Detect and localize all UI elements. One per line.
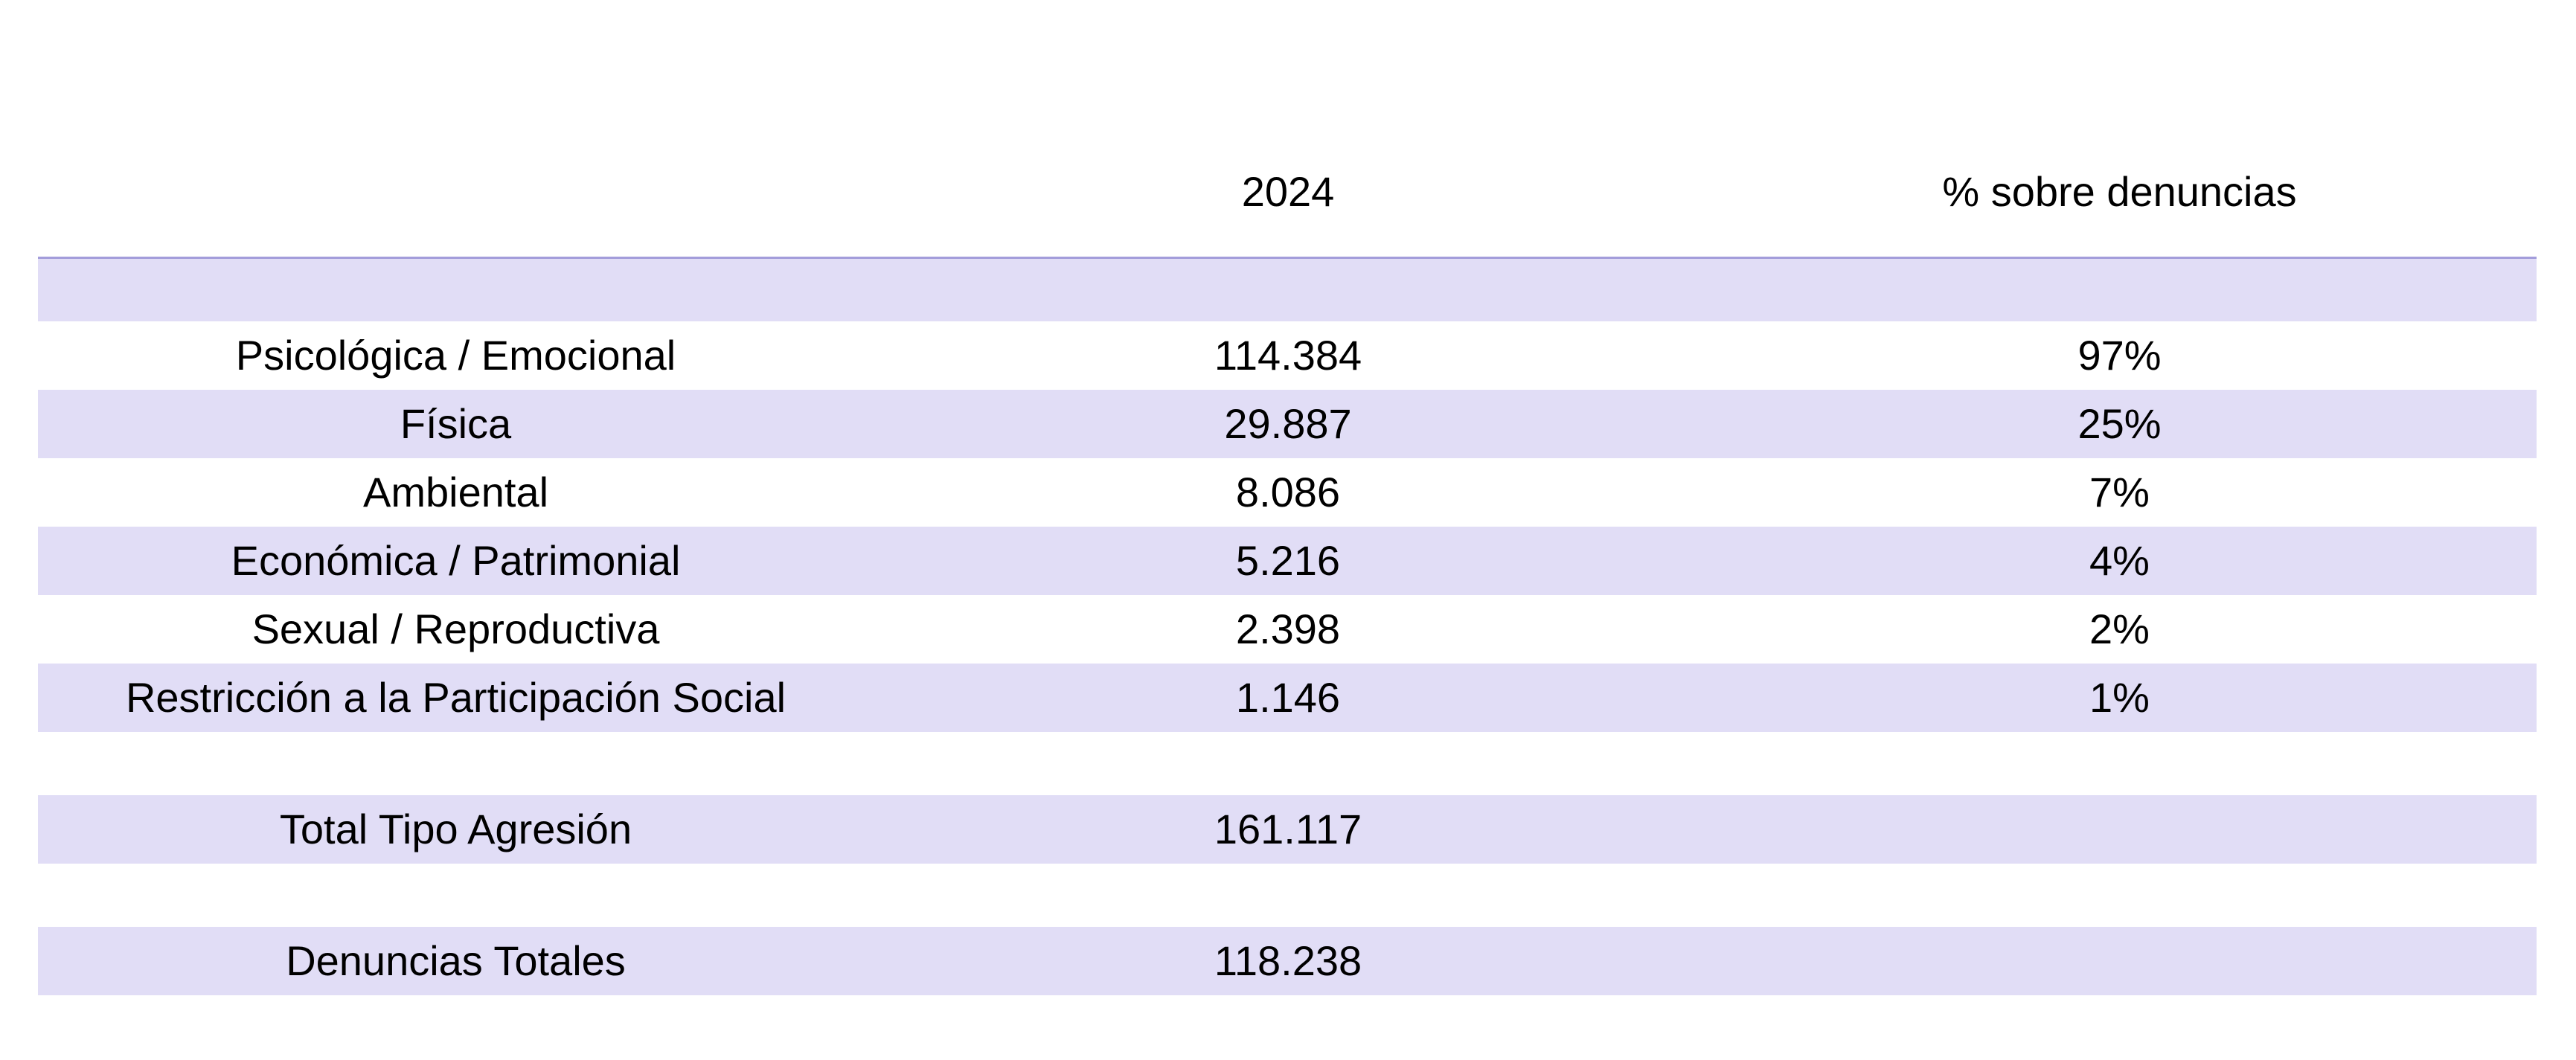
row-value: 5.216 xyxy=(1235,537,1341,584)
row-label: Ambiental xyxy=(362,469,549,515)
row-value: 1.146 xyxy=(1235,674,1341,721)
table-row: Psicológica / Emocional 114.384 97% xyxy=(38,321,2537,390)
row-value: 2.398 xyxy=(1235,606,1341,652)
row-value: 8.086 xyxy=(1235,469,1341,515)
total-tipo-label: Total Tipo Agresión xyxy=(279,806,632,852)
aggression-type-table: 2024 % sobre denuncias Psicológica / Emo… xyxy=(38,126,2537,995)
blank-gap xyxy=(38,732,2537,795)
row-label: Restricción a la Participación Social xyxy=(125,674,786,721)
denuncias-totales-row: Denuncias Totales 118.238 xyxy=(38,927,2537,995)
header-year: 2024 xyxy=(1241,167,1335,215)
table-row: Restricción a la Participación Social 1.1… xyxy=(38,664,2537,732)
row-percent: 1% xyxy=(2089,674,2150,721)
table-row: Ambiental 8.086 7% xyxy=(38,458,2537,527)
total-tipo-value: 161.117 xyxy=(1214,806,1362,852)
header-percent: % sobre denuncias xyxy=(1942,167,2297,215)
row-label: Psicológica / Emocional xyxy=(235,332,676,379)
row-label: Sexual / Reproductiva xyxy=(251,606,660,652)
row-percent: 97% xyxy=(2077,332,2162,379)
row-percent: 4% xyxy=(2089,537,2150,584)
row-label: Económica / Patrimonial xyxy=(231,537,681,584)
table-header-row: 2024 % sobre denuncias xyxy=(38,126,2537,257)
row-percent: 2% xyxy=(2089,606,2150,652)
blank-gap xyxy=(38,864,2537,927)
data-rows: Psicológica / Emocional 114.384 97% Física 2… xyxy=(38,321,2537,732)
table-row: Sexual / Reproductiva 2.398 2% xyxy=(38,595,2537,664)
row-value: 29.887 xyxy=(1224,400,1352,447)
denuncias-totales-label: Denuncias Totales xyxy=(286,937,626,984)
row-label: Física xyxy=(400,400,512,447)
denuncias-totales-value: 118.238 xyxy=(1214,937,1362,984)
header-divider xyxy=(38,257,2537,259)
row-percent: 25% xyxy=(2077,400,2162,447)
row-percent: 7% xyxy=(2089,469,2150,515)
table-row: Física 29.887 25% xyxy=(38,390,2537,458)
row-value: 114.384 xyxy=(1214,332,1362,379)
shaded-spacer-row xyxy=(38,259,2537,321)
total-tipo-row: Total Tipo Agresión 161.117 xyxy=(38,795,2537,864)
table-row: Económica / Patrimonial 5.216 4% xyxy=(38,527,2537,595)
